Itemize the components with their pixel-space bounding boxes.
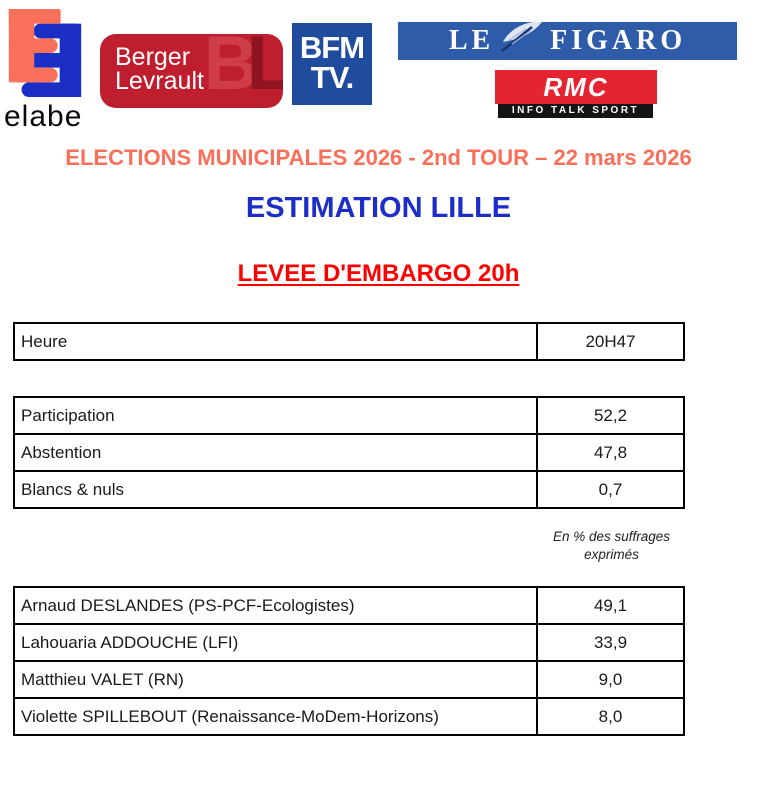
berger-levrault-wordmark: Berger Levrault <box>115 43 204 95</box>
table-row: Blancs & nuls 0,7 <box>13 470 685 509</box>
candidate-deslandes-score: 49,1 <box>536 586 685 625</box>
elabe-logo: elabe <box>4 9 108 134</box>
le-figaro-logo: LE FIGARO <box>398 21 737 60</box>
table-row: Arnaud DESLANDES (PS-PCF-Ecologistes) 49… <box>13 586 685 625</box>
rmc-tagline: INFO TALK SPORT <box>498 104 653 118</box>
rmc-logo: RMC <box>495 70 657 104</box>
elabe-wordmark: elabe <box>4 100 83 133</box>
candidate-valet-label: Matthieu VALET (RN) <box>13 660 538 699</box>
participation-value: 52,2 <box>536 396 685 435</box>
table-row: Violette SPILLEBOUT (Renaissance-MoDem-H… <box>13 697 685 736</box>
quill-icon <box>501 21 543 52</box>
results-table: Arnaud DESLANDES (PS-PCF-Ecologistes) 49… <box>13 586 685 736</box>
suffrages-note-line2: exprimés <box>584 547 639 562</box>
bl-monogram-b: B <box>203 34 259 106</box>
table-row: Lahouaria ADDOUCHE (LFI) 33,9 <box>13 623 685 662</box>
candidate-valet-score: 9,0 <box>536 660 685 699</box>
abstention-label: Abstention <box>13 433 538 472</box>
candidate-addouche-score: 33,9 <box>536 623 685 662</box>
election-title: ELECTIONS MUNICIPALES 2026 - 2nd TOUR – … <box>65 145 692 170</box>
table-row: Abstention 47,8 <box>13 433 685 472</box>
berger-levrault-monogram: BL <box>203 34 283 107</box>
bl-word-line2: Levrault <box>115 67 204 95</box>
candidate-deslandes-label: Arnaud DESLANDES (PS-PCF-Ecologistes) <box>13 586 538 625</box>
bfmtv-line1: BFM <box>299 30 365 65</box>
table-row: Participation 52,2 <box>13 396 685 435</box>
bfmtv-logo: BFM TV. <box>292 23 372 105</box>
time-table: Heure 20H47 <box>13 322 685 361</box>
time-value: 20H47 <box>536 322 685 361</box>
suffrages-note: En % des suffrages exprimés <box>538 528 685 564</box>
table-row: Heure 20H47 <box>13 322 685 361</box>
bl-monogram-l: L <box>246 34 283 106</box>
abstention-value: 47,8 <box>536 433 685 472</box>
participation-label: Participation <box>13 396 538 435</box>
blancs-nuls-label: Blancs & nuls <box>13 470 538 509</box>
suffrages-note-line1: En % des suffrages <box>552 529 671 544</box>
candidate-spillebout-label: Violette SPILLEBOUT (Renaissance-MoDem-H… <box>13 697 538 736</box>
figaro-word-le: LE <box>448 25 495 56</box>
time-label: Heure <box>13 322 538 361</box>
elabe-mark-icon <box>8 9 82 97</box>
participation-table: Participation 52,2 Abstention 47,8 Blanc… <box>13 396 685 509</box>
figaro-word-figaro: FIGARO <box>550 25 687 56</box>
bfmtv-line2: TV. <box>310 60 354 95</box>
table-row: Matthieu VALET (RN) 9,0 <box>13 660 685 699</box>
bl-word-line1: Berger <box>115 43 191 71</box>
candidate-addouche-label: Lahouaria ADDOUCHE (LFI) <box>13 623 538 662</box>
embargo-title: LEVEE D'EMBARGO 20h <box>237 260 520 287</box>
estimation-city-title: ESTIMATION LILLE <box>245 192 512 224</box>
candidate-spillebout-score: 8,0 <box>536 697 685 736</box>
rmc-wordmark: RMC <box>543 72 609 102</box>
blancs-nuls-value: 0,7 <box>536 470 685 509</box>
berger-levrault-logo: BL Berger Levrault <box>100 34 283 108</box>
